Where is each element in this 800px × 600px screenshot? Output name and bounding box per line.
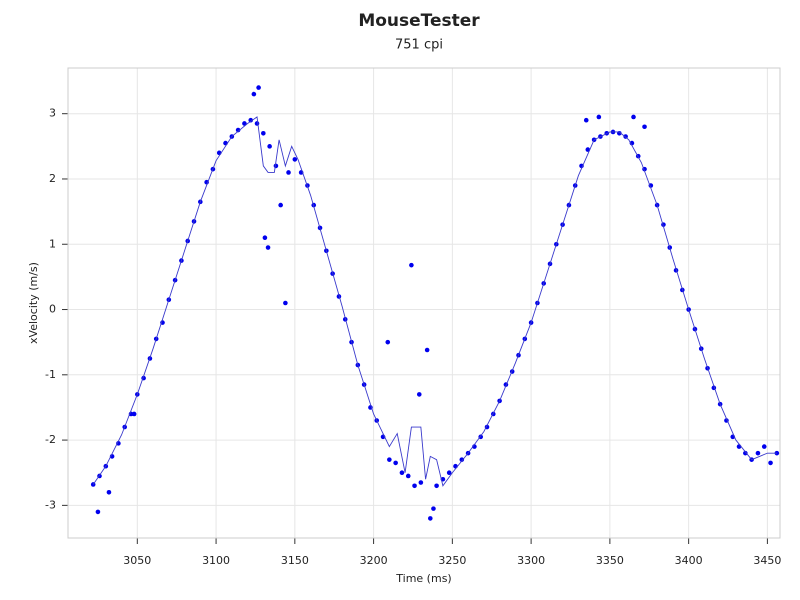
point (418, 480, 424, 485)
point (286, 170, 291, 175)
point (387, 457, 392, 462)
point (393, 460, 398, 466)
point (428, 516, 433, 521)
x-tick-label: 3400 (675, 554, 703, 567)
y-tick-label: 2 (49, 172, 56, 185)
point (743, 450, 748, 456)
point (446, 470, 452, 476)
point (254, 121, 260, 126)
line (92, 116, 777, 487)
point (399, 470, 405, 476)
point (251, 91, 257, 97)
x-tick-label: 3150 (281, 554, 309, 567)
plot-area (68, 68, 780, 538)
y-tick-label: -2 (45, 433, 56, 446)
point (256, 85, 261, 90)
x-tick-label: 3050 (123, 554, 151, 567)
chart-title: MouseTester (358, 11, 480, 31)
point (416, 392, 422, 397)
point (631, 114, 636, 120)
x-tick-label: 3450 (753, 554, 781, 567)
point (95, 509, 101, 515)
point (434, 483, 439, 489)
point (262, 235, 268, 241)
y-tick-label: -1 (45, 368, 56, 381)
point (267, 144, 272, 149)
x-tick-label: 3200 (360, 554, 388, 567)
point (283, 300, 288, 306)
point (579, 163, 584, 169)
plot-border (67, 67, 781, 539)
point (131, 411, 137, 417)
point (278, 202, 283, 208)
point (116, 441, 121, 446)
point (755, 450, 761, 456)
y-axis-label: xVelocity (m/s) (27, 262, 40, 344)
x-tick-label: 3100 (202, 554, 230, 567)
point (459, 457, 465, 462)
point (292, 157, 298, 162)
point (106, 490, 112, 495)
x-axis-label: Time (ms) (395, 572, 451, 585)
point (642, 124, 647, 130)
y-tick-label: 1 (49, 237, 56, 250)
point (761, 444, 767, 449)
x-tick-label: 3250 (438, 554, 466, 567)
point (235, 127, 241, 133)
y-tick-label: 0 (49, 303, 56, 316)
chart-subtitle: 751 cpi (395, 38, 443, 53)
point (265, 245, 271, 250)
point (409, 262, 414, 268)
point (261, 130, 266, 136)
point (405, 473, 411, 479)
y-tick-label: -3 (45, 498, 56, 511)
x-tick-label: 3350 (596, 554, 624, 567)
y-tick-label: 3 (49, 107, 56, 120)
point (248, 117, 254, 123)
point (431, 506, 436, 511)
point (412, 483, 417, 489)
point (583, 117, 589, 123)
point (385, 339, 391, 345)
point (424, 347, 430, 353)
x-tick-label: 3300 (517, 554, 545, 567)
point (596, 114, 602, 120)
point (768, 460, 773, 466)
